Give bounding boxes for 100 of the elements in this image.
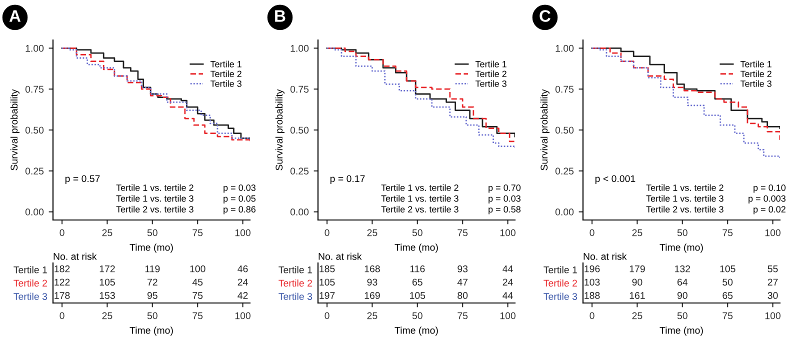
y-tick-label: 0.25: [290, 168, 309, 175]
x-tick-label: 25: [367, 312, 378, 320]
annotation: Tertile 1 vs. tertile 2: [646, 184, 724, 191]
annotation: p = 0.17: [330, 175, 365, 184]
chart-title: No. at risk: [54, 252, 97, 260]
data-label: 105: [100, 278, 115, 286]
x-tick-label: 50: [677, 229, 688, 236]
y-tick-label: 0.75: [290, 86, 309, 93]
y-tick-label: 0.75: [25, 86, 44, 93]
annotation: Tertile 1 vs. tertile 3: [646, 195, 724, 202]
y-tick-label: 0.00: [290, 208, 309, 216]
data-label: 44: [502, 265, 513, 272]
annotation: Tertile 2 vs. tertile 3: [646, 206, 724, 213]
data-label: 153: [100, 292, 115, 299]
y-tick-label: 1.00: [556, 44, 574, 52]
x-tick-label: 75: [192, 312, 203, 320]
y-axis-title: Survival probability: [10, 89, 20, 170]
x-tick-label: 100: [500, 229, 516, 236]
x-tick-label: 50: [147, 312, 158, 320]
x-axis-title: Time (mo): [660, 326, 703, 336]
chart-title: B: [275, 10, 286, 22]
legend-label: Tertile 1: [475, 60, 506, 68]
x-tick-label: 25: [632, 229, 642, 236]
y-tick-label: Tertile 3: [278, 292, 312, 300]
data-label: 105: [720, 265, 736, 272]
legend-label: Tertile 2: [740, 70, 772, 78]
y-tick-label: Tertile 1: [544, 266, 577, 274]
annotation: p = 0.03: [224, 184, 256, 193]
x-tick-label: 75: [722, 312, 733, 320]
x-tick-label: 25: [632, 312, 642, 320]
x-tick-label: 50: [677, 312, 688, 320]
annotation: Tertile 1 vs. tertile 3: [116, 195, 194, 202]
data-label: 93: [367, 278, 378, 286]
data-label: 93: [458, 265, 468, 272]
data-label: 55: [768, 265, 778, 272]
chart-title: No. at risk: [584, 252, 627, 260]
annotation: Tertile 2 vs. tertile 3: [381, 206, 458, 213]
data-label: 179: [630, 265, 645, 272]
y-tick-label: 0.25: [25, 168, 44, 175]
data-label: 44: [502, 292, 513, 299]
data-label: 103: [584, 278, 600, 286]
data-label: 196: [584, 265, 600, 272]
chart-title: No. at risk: [318, 252, 362, 260]
data-label: 132: [675, 265, 690, 272]
x-tick-label: 100: [765, 312, 780, 320]
annotation: Tertile 1 vs. tertile 3: [381, 195, 458, 202]
x-tick-label: 0: [60, 229, 64, 236]
data-label: 46: [238, 265, 248, 272]
annotation: p < 0.001: [595, 175, 636, 184]
y-tick-label: Tertile 1: [278, 266, 312, 274]
x-tick-label: 100: [765, 229, 780, 236]
data-label: 95: [147, 292, 158, 299]
data-label: 27: [768, 278, 778, 286]
x-axis-title: Time (mo): [394, 326, 438, 336]
x-axis-title: Time (mo): [394, 244, 438, 253]
annotation: p = 0.86: [224, 206, 256, 214]
y-tick-label: Tertile 2: [14, 279, 47, 287]
data-label: 80: [458, 292, 468, 299]
y-tick-label: Tertile 3: [544, 292, 578, 300]
x-tick-label: 100: [500, 312, 516, 320]
data-label: 65: [722, 292, 733, 299]
x-tick-label: 50: [412, 229, 422, 236]
annotation: Tertile 1 vs. tertile 2: [116, 184, 194, 191]
chart-title: A: [9, 10, 21, 22]
y-tick-label: 0.50: [555, 126, 574, 134]
x-tick-label: 75: [458, 229, 468, 236]
x-tick-label: 100: [235, 312, 250, 320]
legend-label: Tertile 3: [210, 80, 242, 87]
x-tick-label: 75: [192, 229, 203, 236]
data-label: 45: [192, 278, 203, 286]
data-label: 100: [190, 265, 206, 272]
data-label: 185: [320, 265, 335, 272]
y-tick-label: Tertile 1: [14, 266, 47, 274]
y-tick-label: 0.00: [25, 208, 44, 216]
x-tick-label: 100: [235, 229, 250, 236]
data-label: 172: [100, 265, 115, 272]
data-label: 65: [412, 278, 422, 286]
data-label: 90: [677, 292, 688, 299]
annotation: p = 0.03: [488, 195, 521, 204]
x-tick-label: 25: [102, 312, 112, 320]
annotation: p = 0.58: [488, 206, 521, 214]
legend-label: Tertile 2: [475, 70, 506, 78]
x-tick-label: 0: [590, 229, 594, 236]
annotation: p = 0.003: [748, 195, 786, 204]
data-label: 168: [364, 265, 380, 272]
data-label: 50: [722, 278, 733, 286]
x-tick-label: 0: [324, 312, 330, 320]
data-label: 122: [54, 278, 70, 286]
y-tick-label: 0.75: [555, 86, 574, 93]
y-tick-label: Tertile 2: [544, 279, 577, 287]
x-tick-label: 25: [367, 229, 378, 236]
data-label: 47: [457, 278, 468, 286]
y-tick-label: Tertile 2: [278, 279, 312, 287]
legend-label: Tertile 3: [475, 80, 506, 87]
data-label: 42: [238, 292, 248, 299]
y-axis-title: Survival probability: [540, 89, 550, 170]
x-tick-label: 75: [458, 312, 468, 320]
data-label: 105: [410, 292, 426, 299]
data-label: 24: [502, 278, 513, 286]
data-label: 72: [147, 278, 158, 286]
